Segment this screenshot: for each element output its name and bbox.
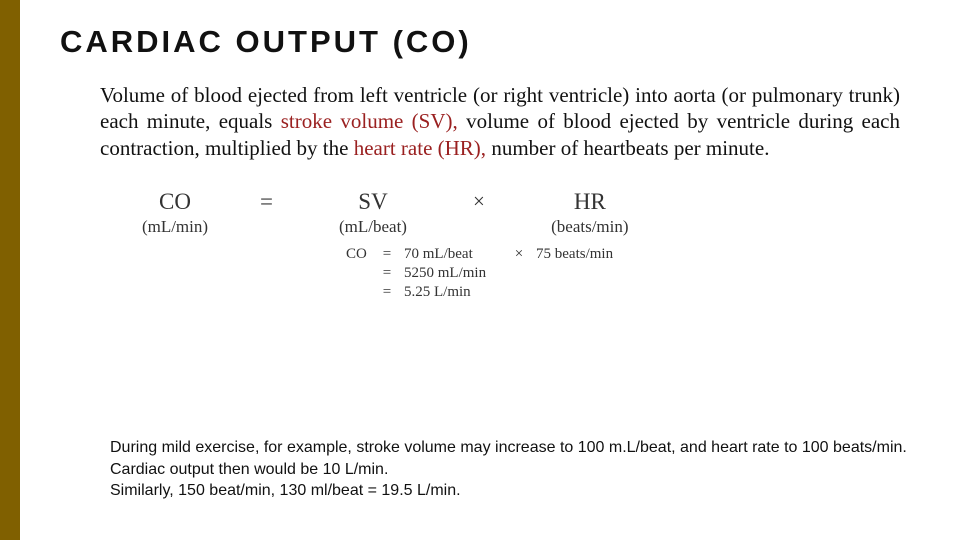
- equals-sign: =: [230, 189, 303, 215]
- example-result-l: 5.25 L/min: [398, 283, 508, 302]
- formula-hr: HR (beats/min): [515, 189, 665, 237]
- times-sign: ×: [443, 189, 515, 214]
- example-eq: =: [376, 283, 398, 302]
- example-sv-value: 70 mL/beat: [398, 245, 508, 264]
- term-heart-rate: heart rate (HR),: [354, 136, 486, 160]
- formula-co: CO (mL/min): [120, 189, 230, 237]
- page-title: CARDIAC OUTPUT (CO): [60, 24, 910, 60]
- definition-paragraph: Volume of blood ejected from left ventri…: [100, 82, 900, 161]
- sv-unit: (mL/beat): [309, 217, 437, 237]
- example-row-3: = 5.25 L/min: [340, 283, 640, 302]
- example-times: ×: [508, 245, 530, 264]
- footer-line-3: Similarly, 150 beat/min, 130 ml/beat = 1…: [110, 480, 910, 502]
- hr-unit: (beats/min): [521, 217, 659, 237]
- example-eq: =: [376, 245, 398, 264]
- example-row-2: = 5250 mL/min: [340, 264, 640, 283]
- slide: CARDIAC OUTPUT (CO) Volume of blood ejec…: [0, 0, 960, 540]
- hr-symbol: HR: [521, 189, 659, 214]
- footer-note: During mild exercise, for example, strok…: [110, 437, 910, 502]
- example-hr-value: 75 beats/min: [530, 245, 640, 264]
- footer-line-1: During mild exercise, for example, strok…: [110, 437, 910, 459]
- worked-example: CO = 70 mL/beat × 75 beats/min = 5250 mL…: [340, 245, 910, 302]
- co-unit: (mL/min): [126, 217, 224, 237]
- formula-main: CO (mL/min) = SV (mL/beat) × HR (beats/m…: [120, 189, 880, 237]
- para-text: number of heartbeats per minute.: [486, 136, 769, 160]
- formula-sv: SV (mL/beat): [303, 189, 443, 237]
- example-result-ml: 5250 mL/min: [398, 264, 508, 283]
- term-stroke-volume: stroke volume (SV),: [281, 109, 458, 133]
- example-eq: =: [376, 264, 398, 283]
- co-symbol: CO: [126, 189, 224, 214]
- formula-row: CO (mL/min) = SV (mL/beat) × HR (beats/m…: [120, 189, 880, 237]
- example-table: CO = 70 mL/beat × 75 beats/min = 5250 mL…: [340, 245, 640, 302]
- sv-symbol: SV: [309, 189, 437, 214]
- footer-line-2: Cardiac output then would be 10 L/min.: [110, 459, 910, 481]
- example-row-1: CO = 70 mL/beat × 75 beats/min: [340, 245, 640, 264]
- example-co-label: CO: [340, 245, 376, 264]
